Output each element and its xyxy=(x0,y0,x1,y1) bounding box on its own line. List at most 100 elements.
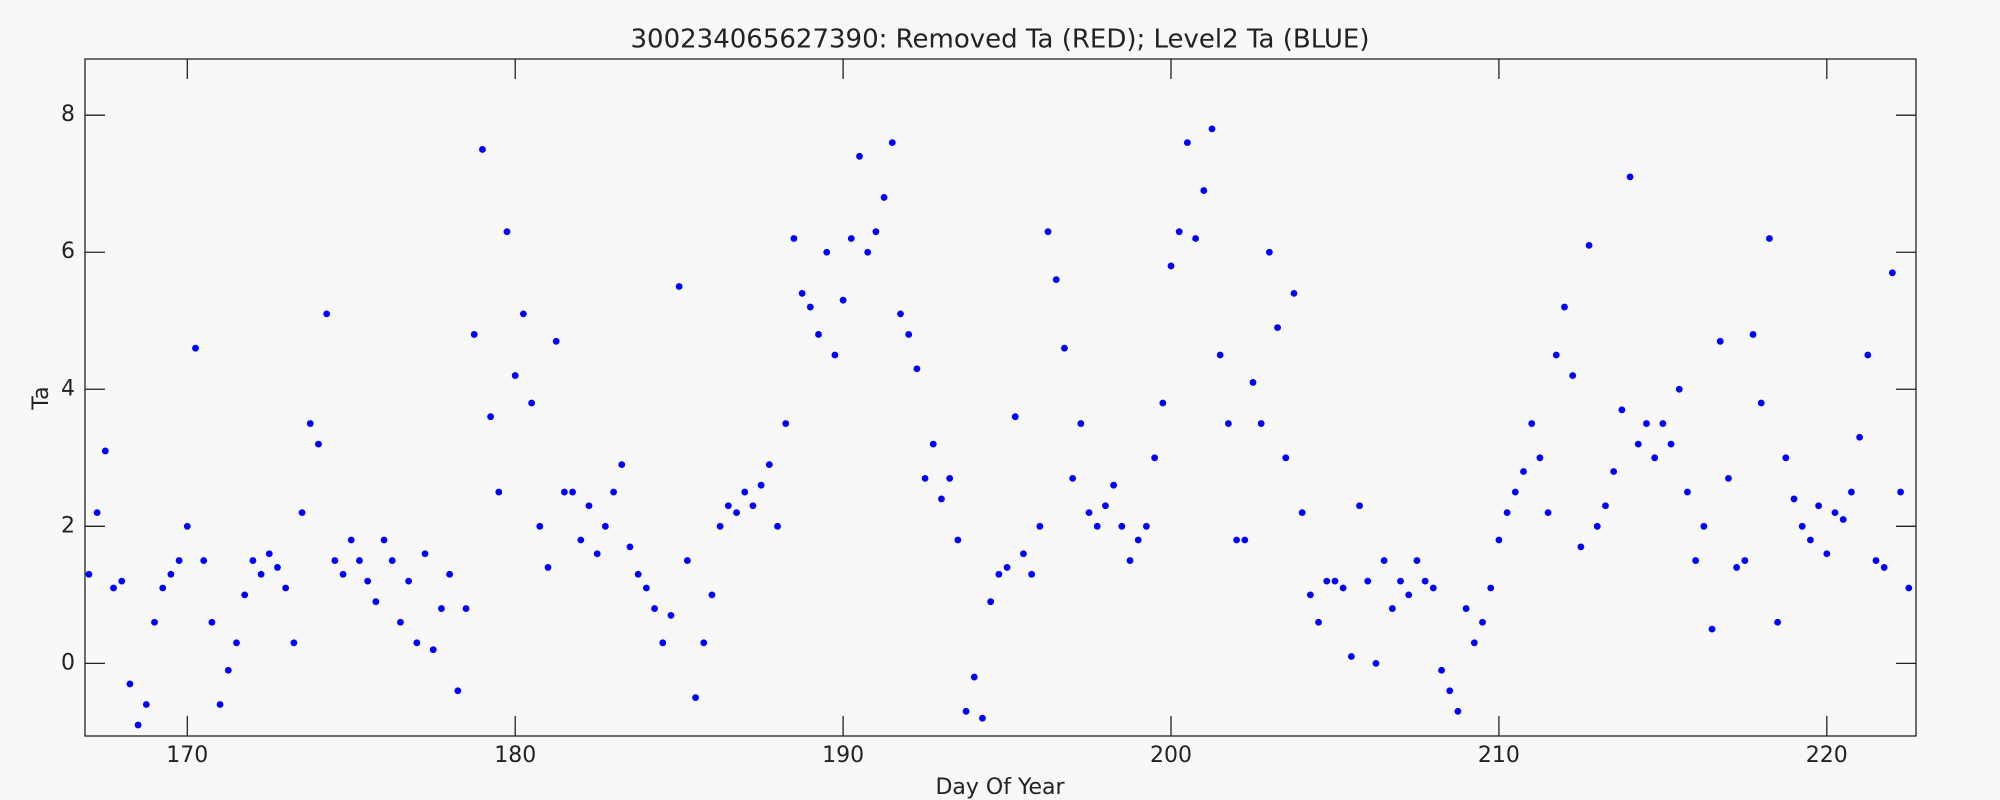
point xyxy=(1356,502,1363,510)
x-tick-label: 170 xyxy=(166,743,208,768)
point xyxy=(1479,618,1486,626)
point xyxy=(1413,557,1421,564)
point xyxy=(1602,502,1609,510)
point xyxy=(1061,344,1068,352)
point xyxy=(1905,584,1913,592)
point xyxy=(306,420,314,427)
point xyxy=(733,509,740,517)
point xyxy=(577,536,585,544)
point xyxy=(372,598,380,606)
point xyxy=(700,639,708,647)
point xyxy=(503,228,511,236)
point xyxy=(774,522,781,530)
point xyxy=(1290,289,1298,297)
point xyxy=(782,420,790,427)
y-tick-label: 0 xyxy=(61,650,75,675)
point xyxy=(413,639,421,647)
point xyxy=(1208,125,1216,133)
point xyxy=(913,365,921,373)
point xyxy=(1733,564,1741,571)
point xyxy=(749,502,757,510)
point xyxy=(1807,536,1814,544)
y-tick-label: 2 xyxy=(61,513,75,538)
point xyxy=(1610,468,1618,475)
point xyxy=(1323,577,1331,585)
point xyxy=(1192,235,1200,242)
point xyxy=(880,194,888,201)
y-tick-label: 4 xyxy=(61,376,75,401)
point xyxy=(1044,228,1052,236)
point xyxy=(1397,577,1404,585)
point xyxy=(921,474,929,482)
point xyxy=(962,707,970,715)
point xyxy=(1224,420,1232,427)
point xyxy=(1561,303,1568,311)
point xyxy=(1102,502,1109,510)
point xyxy=(946,474,954,482)
point xyxy=(651,605,658,612)
point xyxy=(208,618,216,626)
point xyxy=(339,570,347,578)
point xyxy=(315,440,322,448)
point xyxy=(724,502,732,510)
x-axis-label: Day Of Year xyxy=(935,775,1065,800)
point xyxy=(1700,522,1708,530)
y-axis-label: Ta xyxy=(29,386,54,410)
point xyxy=(1118,522,1126,530)
point xyxy=(798,289,806,297)
point xyxy=(1643,420,1650,427)
point xyxy=(93,509,101,517)
point xyxy=(282,584,290,592)
point xyxy=(1675,385,1683,393)
x-tick-label: 190 xyxy=(822,743,864,768)
point xyxy=(888,139,896,146)
point xyxy=(364,577,372,585)
point xyxy=(1790,495,1798,503)
point xyxy=(757,481,765,489)
point xyxy=(1848,488,1855,496)
point xyxy=(429,646,437,654)
point xyxy=(257,570,265,578)
point xyxy=(1651,454,1659,462)
point xyxy=(192,344,199,352)
point xyxy=(692,694,699,702)
point xyxy=(110,584,117,592)
point xyxy=(347,536,355,544)
point xyxy=(970,673,978,681)
point xyxy=(1274,324,1281,332)
point xyxy=(1839,516,1847,523)
point xyxy=(134,721,142,729)
point xyxy=(1200,187,1208,194)
plot-frame xyxy=(84,58,1917,737)
x-tick-label: 210 xyxy=(1478,743,1520,768)
point xyxy=(249,557,257,564)
point xyxy=(1110,481,1118,489)
point xyxy=(1470,639,1478,647)
point xyxy=(528,399,536,407)
point xyxy=(1093,522,1101,530)
point xyxy=(495,488,503,496)
x-tick-label: 180 xyxy=(494,743,536,768)
point xyxy=(864,248,872,256)
point xyxy=(1618,406,1626,414)
point xyxy=(856,152,863,160)
point xyxy=(544,564,552,571)
point xyxy=(1766,235,1773,242)
point xyxy=(610,488,617,496)
point xyxy=(1184,139,1191,146)
point xyxy=(1684,488,1691,496)
point xyxy=(1462,605,1470,612)
point xyxy=(1134,536,1142,544)
point xyxy=(175,557,183,564)
point xyxy=(1831,509,1839,517)
point xyxy=(159,584,167,592)
point xyxy=(462,605,470,612)
point xyxy=(1380,557,1388,564)
point xyxy=(1298,509,1306,517)
point xyxy=(1593,522,1601,530)
point xyxy=(979,714,986,722)
point xyxy=(126,680,134,688)
point xyxy=(1446,687,1454,695)
point xyxy=(1257,420,1265,427)
point xyxy=(1872,557,1880,564)
